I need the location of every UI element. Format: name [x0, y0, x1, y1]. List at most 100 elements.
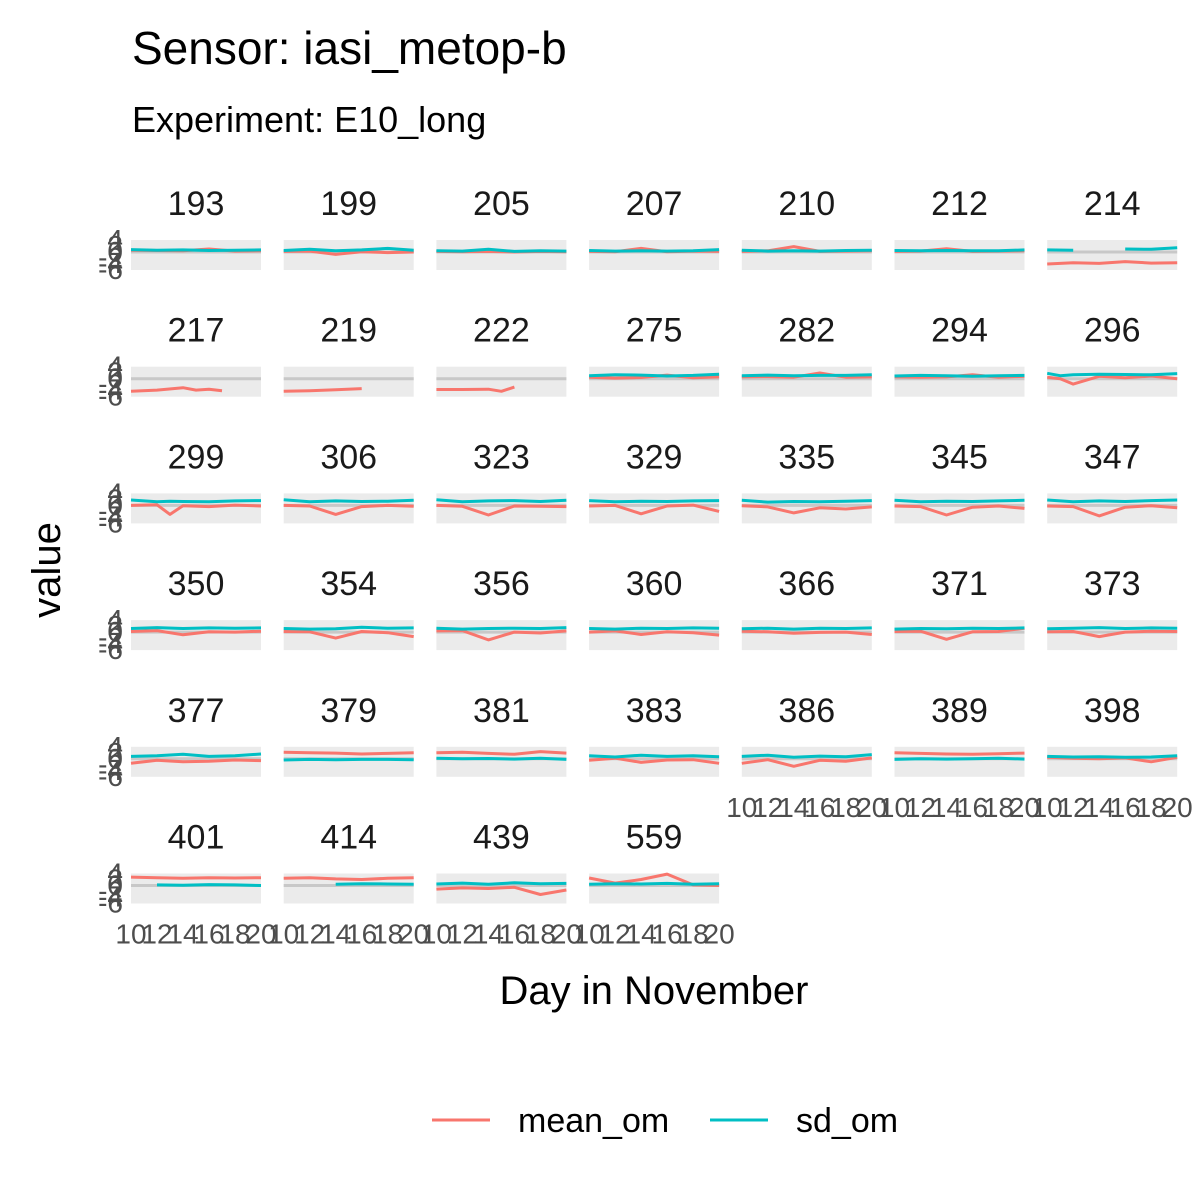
x-tick-label: 16 — [193, 919, 224, 950]
x-tick-label: 18 — [830, 792, 861, 823]
facet-strip-label: 210 — [778, 185, 835, 223]
panel-background — [131, 240, 261, 270]
series-line-sd_om — [1047, 626, 1178, 631]
facet-strip-label: 199 — [320, 185, 377, 223]
x-tick-label: 10 — [1032, 792, 1063, 823]
y-tick-label: 4 — [107, 731, 123, 762]
x-tick-label: 14 — [167, 919, 198, 950]
series-line-sd_om — [156, 883, 262, 887]
y-tick-label: -6 — [98, 381, 123, 412]
y-tick-label: 4 — [107, 351, 123, 382]
facet-strip-label: 377 — [168, 692, 225, 730]
facet-panel-306: 306 — [283, 438, 414, 524]
facet-strip-label: 219 — [320, 312, 377, 350]
x-tick-label: 18 — [1136, 792, 1167, 823]
x-tick-label: 20 — [245, 919, 276, 950]
legend-item-mean_om: mean_om — [432, 1102, 669, 1140]
series-line-mean_om — [588, 756, 720, 765]
facet-panel-347: 347 — [1047, 438, 1178, 524]
facet-panel-373: 373 — [1047, 565, 1178, 651]
series-line-mean_om — [130, 629, 262, 637]
facet-strip-label: 389 — [931, 692, 988, 730]
panel-background — [589, 620, 720, 651]
y-tick-label: -2 — [98, 749, 123, 780]
panel-background — [741, 366, 872, 397]
facet-panel-294: 294 — [894, 312, 1025, 397]
facet-strip-label: 217 — [168, 312, 225, 350]
facet-strip-label: 296 — [1084, 312, 1141, 350]
y-tick-label: 0 — [107, 743, 123, 774]
y-tick-label: -6 — [98, 761, 123, 792]
x-tick-label: 12 — [141, 919, 172, 950]
panel-background — [131, 620, 261, 651]
facet-strip-label: 350 — [168, 565, 225, 603]
series-line-mean_om — [741, 756, 872, 768]
series-line-sd_om — [1047, 754, 1178, 759]
facet-panel-207: 207 — [589, 185, 720, 270]
chart-title: Sensor: iasi_metop-b — [132, 22, 567, 74]
series-line-mean_om — [130, 758, 262, 765]
x-tick-label: 20 — [551, 919, 582, 950]
y-tick-label: 0 — [107, 489, 123, 520]
panel-background — [894, 366, 1025, 397]
y-axis-title: value — [25, 522, 69, 618]
legend-label: sd_om — [796, 1102, 898, 1140]
facet-strip-label: 360 — [626, 565, 683, 603]
facet-panel-379: 379 — [283, 692, 414, 777]
y-tick-label: 2 — [107, 864, 123, 895]
series-line-mean_om — [283, 249, 414, 256]
x-tick-label: 18 — [983, 792, 1014, 823]
facet-panel-354: 354 — [283, 565, 414, 651]
facet-strip-label: 335 — [778, 438, 835, 476]
y-tick-label: -2 — [98, 495, 123, 526]
y-tick-label: -6 — [98, 507, 123, 538]
facet-strip-label: 366 — [778, 565, 835, 603]
y-tick-label: 0 — [107, 363, 123, 394]
series-line-sd_om — [436, 626, 567, 631]
series-line-sd_om — [894, 626, 1025, 631]
facet-strip-label: 356 — [473, 565, 530, 603]
facet-strip-label: 347 — [1084, 438, 1141, 476]
x-tick-label: 16 — [346, 919, 377, 950]
y-tick-label: -4 — [98, 628, 123, 659]
x-tick-label: 20 — [398, 919, 429, 950]
y-tick-label: 2 — [107, 610, 123, 641]
series-line-mean_om — [436, 503, 567, 517]
series-line-mean_om — [283, 503, 414, 516]
panel-background — [741, 620, 872, 651]
panel-background — [436, 493, 567, 524]
series-line-mean_om — [894, 751, 1025, 756]
y-tick-label: -2 — [98, 369, 123, 400]
facet-strip-label: 193 — [168, 185, 225, 223]
panel-background — [589, 873, 720, 904]
x-tick-label: 16 — [804, 792, 835, 823]
x-tick-label: 10 — [268, 919, 299, 950]
y-tick-label: -6 — [98, 254, 123, 285]
series-line-mean_om — [894, 504, 1025, 517]
panel-background — [283, 240, 414, 270]
x-tick-label: 18 — [525, 919, 556, 950]
y-tick-label: 4 — [107, 858, 123, 889]
series-line-mean_om — [283, 876, 414, 881]
panel-background — [1047, 240, 1178, 270]
y-tick-label: -4 — [98, 882, 123, 913]
series-line-sd_om — [436, 881, 567, 886]
x-axis-title: Day in November — [499, 969, 808, 1013]
panel-background — [1047, 493, 1178, 524]
x-tick-label: 16 — [652, 919, 683, 950]
legend: mean_om sd_om — [432, 1102, 898, 1140]
facet-panel-217: 217 420-2-4-6 — [98, 312, 261, 412]
chart-subtitle: Experiment: E10_long — [132, 99, 486, 140]
series-line-sd_om — [741, 498, 872, 504]
facet-panel-214: 214 — [1047, 185, 1178, 270]
x-tick-label: 10 — [421, 919, 452, 950]
x-tick-label: 14 — [1084, 792, 1115, 823]
x-tick-label: 20 — [704, 919, 735, 950]
facet-panel-296: 296 — [1046, 312, 1178, 397]
x-tick-label: 12 — [752, 792, 783, 823]
series-line-sd_om — [894, 498, 1025, 504]
